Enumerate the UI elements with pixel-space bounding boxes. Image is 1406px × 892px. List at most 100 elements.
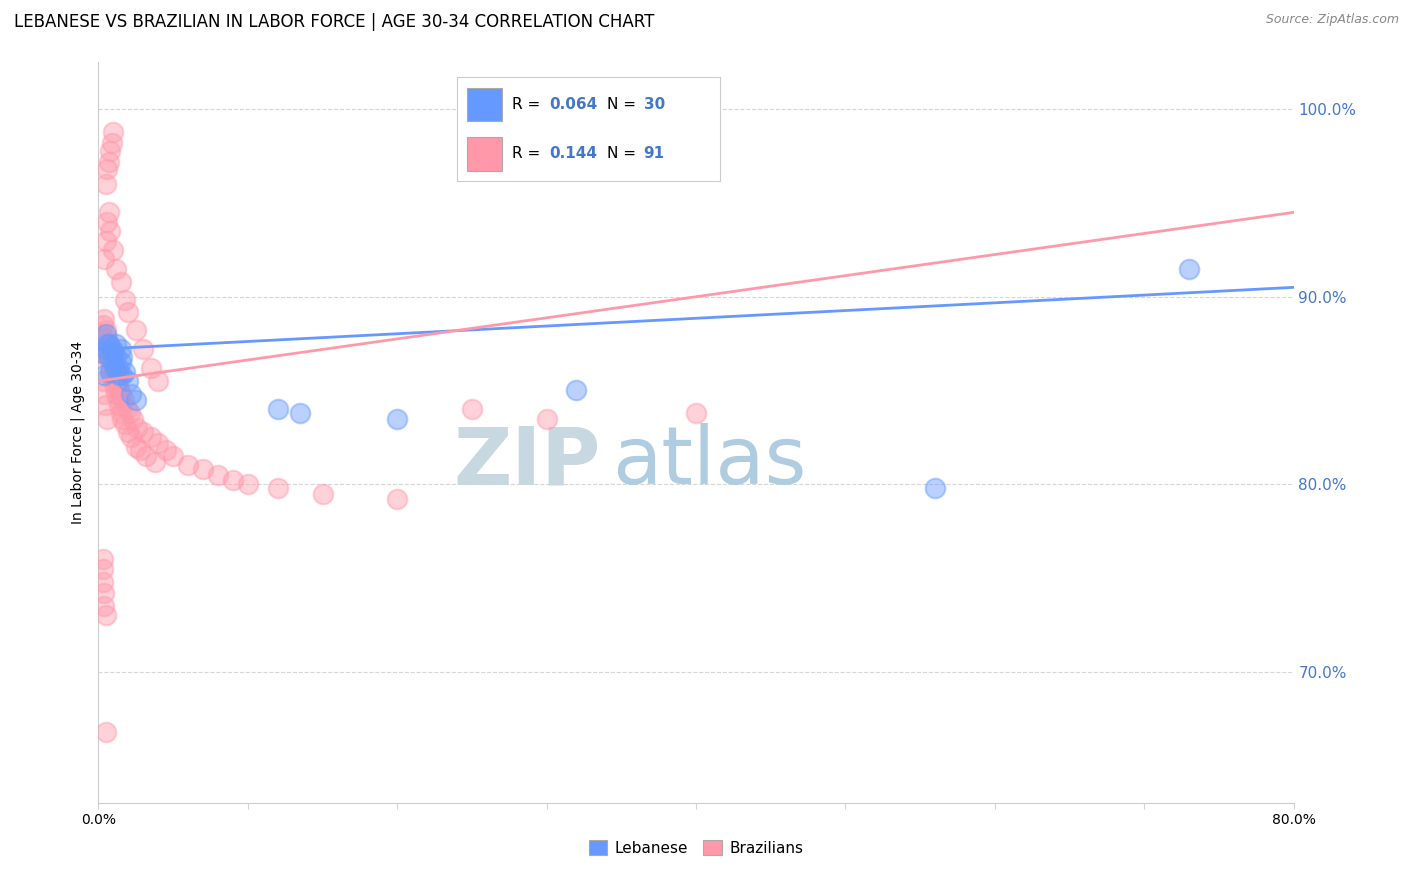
Point bbox=[117, 374, 139, 388]
Point bbox=[105, 387, 128, 401]
Point bbox=[114, 417, 136, 432]
Point bbox=[105, 372, 128, 386]
Point bbox=[96, 411, 118, 425]
Point bbox=[94, 327, 117, 342]
Point bbox=[110, 406, 132, 420]
Point bbox=[96, 336, 118, 351]
Point bbox=[118, 406, 141, 420]
Point bbox=[132, 342, 155, 356]
Point bbox=[103, 243, 125, 257]
Point bbox=[97, 350, 120, 364]
Point bbox=[117, 425, 139, 439]
Point bbox=[93, 586, 115, 600]
Point bbox=[267, 402, 290, 417]
Point bbox=[112, 392, 135, 407]
Point bbox=[685, 406, 707, 420]
Point bbox=[93, 387, 115, 401]
Point bbox=[101, 342, 124, 356]
Point bbox=[129, 443, 152, 458]
Point bbox=[110, 387, 132, 401]
Point bbox=[96, 331, 118, 345]
Point bbox=[93, 252, 115, 267]
Point bbox=[94, 350, 117, 364]
Point bbox=[135, 449, 157, 463]
Point bbox=[1178, 261, 1201, 276]
Point bbox=[111, 411, 134, 425]
Point bbox=[96, 162, 118, 177]
Point bbox=[104, 361, 127, 376]
Point bbox=[461, 402, 484, 417]
Y-axis label: In Labor Force | Age 30-34: In Labor Force | Age 30-34 bbox=[70, 341, 84, 524]
Text: atlas: atlas bbox=[613, 423, 807, 501]
Point bbox=[101, 136, 124, 150]
Point bbox=[108, 399, 131, 413]
Point bbox=[222, 474, 245, 488]
Point bbox=[94, 608, 117, 623]
Point bbox=[103, 374, 125, 388]
Point bbox=[311, 486, 333, 500]
Point bbox=[139, 430, 162, 444]
Point bbox=[125, 323, 148, 337]
Point bbox=[105, 350, 128, 364]
Point bbox=[108, 368, 131, 383]
Point bbox=[103, 361, 125, 376]
Point bbox=[207, 467, 229, 482]
Point bbox=[162, 449, 184, 463]
Point bbox=[96, 215, 118, 229]
Point bbox=[107, 392, 129, 407]
Point bbox=[90, 346, 112, 360]
Point bbox=[236, 477, 259, 491]
Point bbox=[98, 224, 122, 238]
Point bbox=[107, 380, 129, 394]
Point bbox=[105, 261, 128, 276]
Point bbox=[94, 336, 117, 351]
Point bbox=[98, 365, 122, 379]
Text: LEBANESE VS BRAZILIAN IN LABOR FORCE | AGE 30-34 CORRELATION CHART: LEBANESE VS BRAZILIAN IN LABOR FORCE | A… bbox=[14, 13, 654, 31]
Point bbox=[93, 368, 115, 383]
Point bbox=[111, 368, 134, 383]
Point bbox=[98, 361, 122, 376]
Point bbox=[191, 462, 214, 476]
Point bbox=[98, 144, 122, 158]
Point bbox=[91, 346, 114, 360]
Point bbox=[91, 561, 114, 575]
Point bbox=[110, 355, 132, 369]
Point bbox=[267, 481, 290, 495]
Point bbox=[110, 275, 132, 289]
Point bbox=[91, 574, 114, 589]
Point bbox=[91, 318, 114, 332]
Point bbox=[114, 293, 136, 308]
Point bbox=[94, 178, 117, 192]
Point bbox=[385, 411, 409, 425]
Point bbox=[94, 724, 117, 739]
Point bbox=[114, 365, 136, 379]
Point bbox=[98, 346, 122, 360]
Point bbox=[94, 323, 117, 337]
Point bbox=[177, 458, 200, 473]
Point bbox=[97, 350, 120, 364]
Legend: Lebanese, Brazilians: Lebanese, Brazilians bbox=[582, 834, 810, 862]
Point bbox=[143, 455, 166, 469]
Point bbox=[97, 154, 120, 169]
Point bbox=[120, 430, 142, 444]
Point bbox=[288, 406, 311, 420]
Point bbox=[91, 552, 114, 566]
Point bbox=[90, 327, 112, 342]
Point bbox=[127, 421, 149, 435]
Point bbox=[536, 411, 558, 425]
Point bbox=[924, 481, 946, 495]
Point bbox=[148, 374, 170, 388]
Point bbox=[97, 336, 120, 351]
Point bbox=[104, 380, 127, 394]
Point bbox=[385, 492, 409, 507]
Point bbox=[121, 411, 143, 425]
Point bbox=[97, 336, 120, 351]
Point bbox=[103, 125, 125, 139]
Point bbox=[105, 336, 128, 351]
Text: ZIP: ZIP bbox=[453, 423, 600, 501]
Point bbox=[94, 234, 117, 248]
Point bbox=[93, 331, 115, 345]
Point bbox=[101, 368, 124, 383]
Point bbox=[94, 399, 117, 413]
Point bbox=[97, 205, 120, 219]
